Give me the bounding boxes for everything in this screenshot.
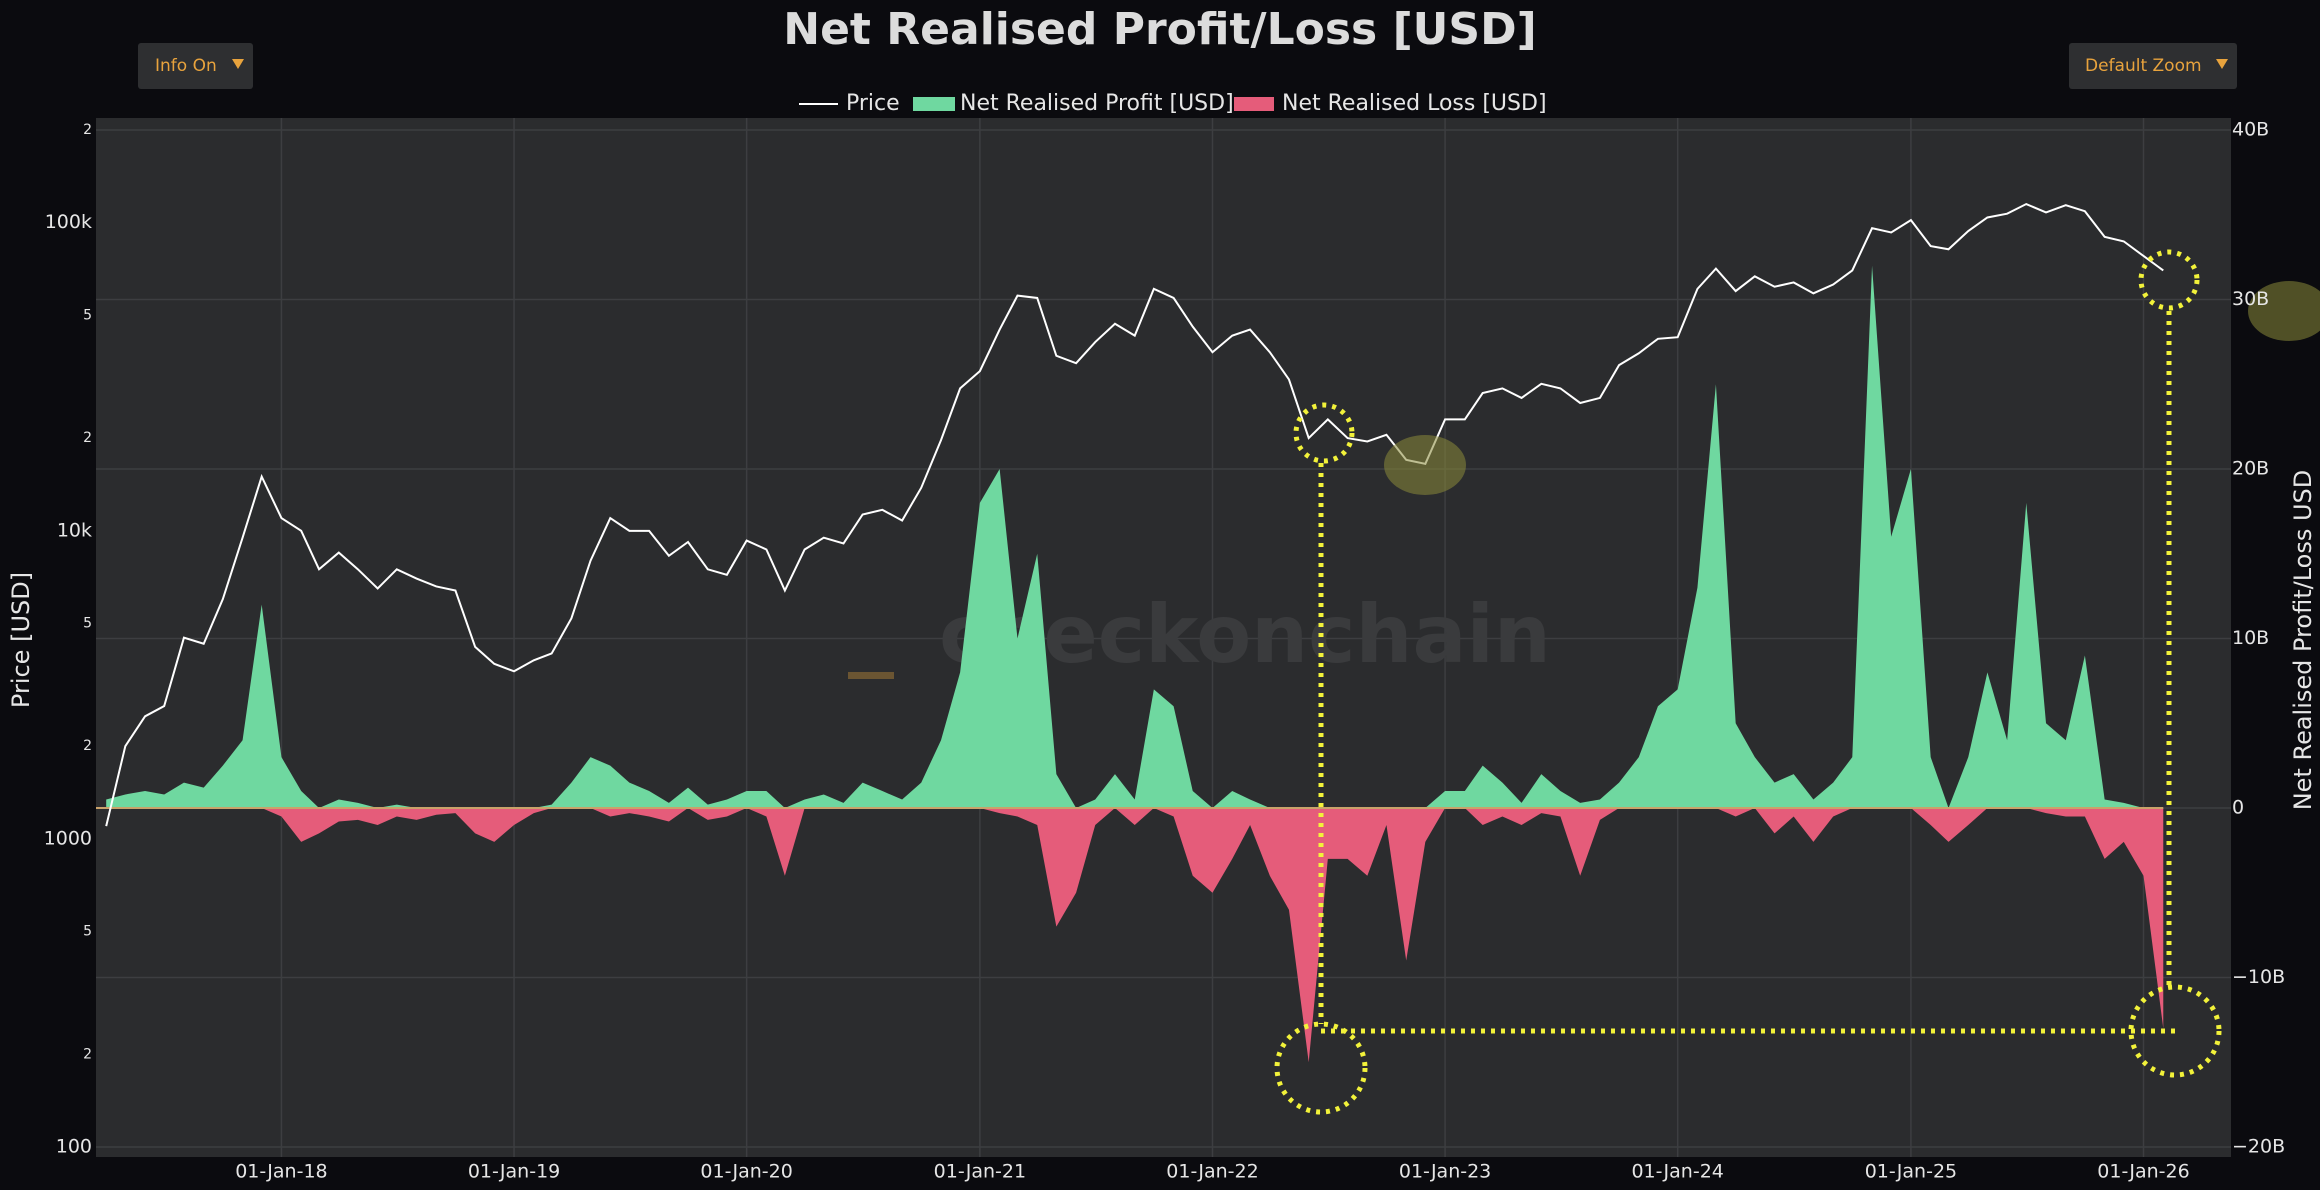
y2-tick-label: 10B: [2232, 627, 2269, 649]
legend-swatch: [1234, 97, 1274, 111]
y2-tick-label: 30B: [2232, 288, 2269, 310]
highlight: [2248, 281, 2320, 341]
annotation-circle: [2128, 984, 2222, 1078]
y-tick-label: 2: [83, 122, 92, 138]
info-button[interactable]: Info On: [138, 43, 253, 89]
y-tick-label: 1000: [44, 827, 92, 849]
y2-tick-label: −20B: [2232, 1136, 2285, 1158]
y2-axis-title: Net Realised Profit/Loss USD: [2289, 470, 2317, 811]
y2-tick-label: 0: [2232, 797, 2244, 819]
watermark-mark: [848, 672, 894, 679]
button-label[interactable]: Info On: [155, 56, 217, 76]
y-tick-label: 100k: [45, 211, 92, 233]
legend-label: Price: [846, 91, 900, 116]
y2-tick-label: 40B: [2232, 119, 2269, 141]
x-tick-label: 01-Jan-24: [1631, 1161, 1723, 1183]
price-line: [105, 202, 2164, 827]
legend-swatch: [913, 97, 955, 111]
annotation-circle: [1274, 1021, 1368, 1115]
legend-label: Net Realised Profit [USD]: [960, 91, 1234, 116]
x-tick-label: 01-Jan-20: [700, 1161, 792, 1183]
x-tick-label: 01-Jan-18: [235, 1161, 327, 1183]
button-label[interactable]: Default Zoom: [2085, 56, 2202, 76]
annotation-circle: [2138, 249, 2200, 311]
x-tick-label: 01-Jan-19: [468, 1161, 560, 1183]
y-tick-label: 5: [83, 307, 92, 323]
x-tick-label: 01-Jan-23: [1399, 1161, 1491, 1183]
marks: [96, 202, 2164, 1063]
x-tick-label: 01-Jan-21: [934, 1161, 1026, 1183]
legend-label: Net Realised Loss [USD]: [1282, 91, 1547, 116]
highlight: [1384, 435, 1466, 495]
x-tick-label: 01-Jan-25: [1865, 1161, 1957, 1183]
annotation-circle: [1293, 402, 1355, 464]
y2-tick-label: −10B: [2232, 966, 2285, 988]
y-tick-label: 2: [83, 1046, 92, 1062]
x-tick-label: 01-Jan-26: [2097, 1161, 2189, 1183]
button-bg[interactable]: [2069, 43, 2237, 89]
dropdown-arrow[interactable]: [2216, 59, 2228, 69]
grid: [96, 118, 2231, 1157]
y-tick-label: 2: [83, 738, 92, 754]
legend: Price Net Realised Profit [USD] Net Real…: [799, 91, 1547, 116]
y-tick-label: 10k: [57, 519, 92, 541]
button-bg[interactable]: [138, 43, 253, 89]
y-tick-label: 2: [83, 430, 92, 446]
y-axis-title: Price [USD]: [7, 572, 35, 708]
dropdown-arrow[interactable]: [232, 59, 244, 69]
zoom-button[interactable]: Default Zoom: [2069, 43, 2237, 89]
y2-tick-label: 20B: [2232, 458, 2269, 480]
x-tick-label: 01-Jan-22: [1166, 1161, 1258, 1183]
area: [106, 808, 2164, 1063]
chart-title: Net Realised Profit/Loss [USD]: [783, 4, 1536, 55]
y-tick-label: 5: [83, 924, 92, 940]
y-tick-label: 5: [83, 616, 92, 632]
y-tick-label: 100: [56, 1136, 92, 1158]
annotations: [1274, 249, 2320, 1115]
